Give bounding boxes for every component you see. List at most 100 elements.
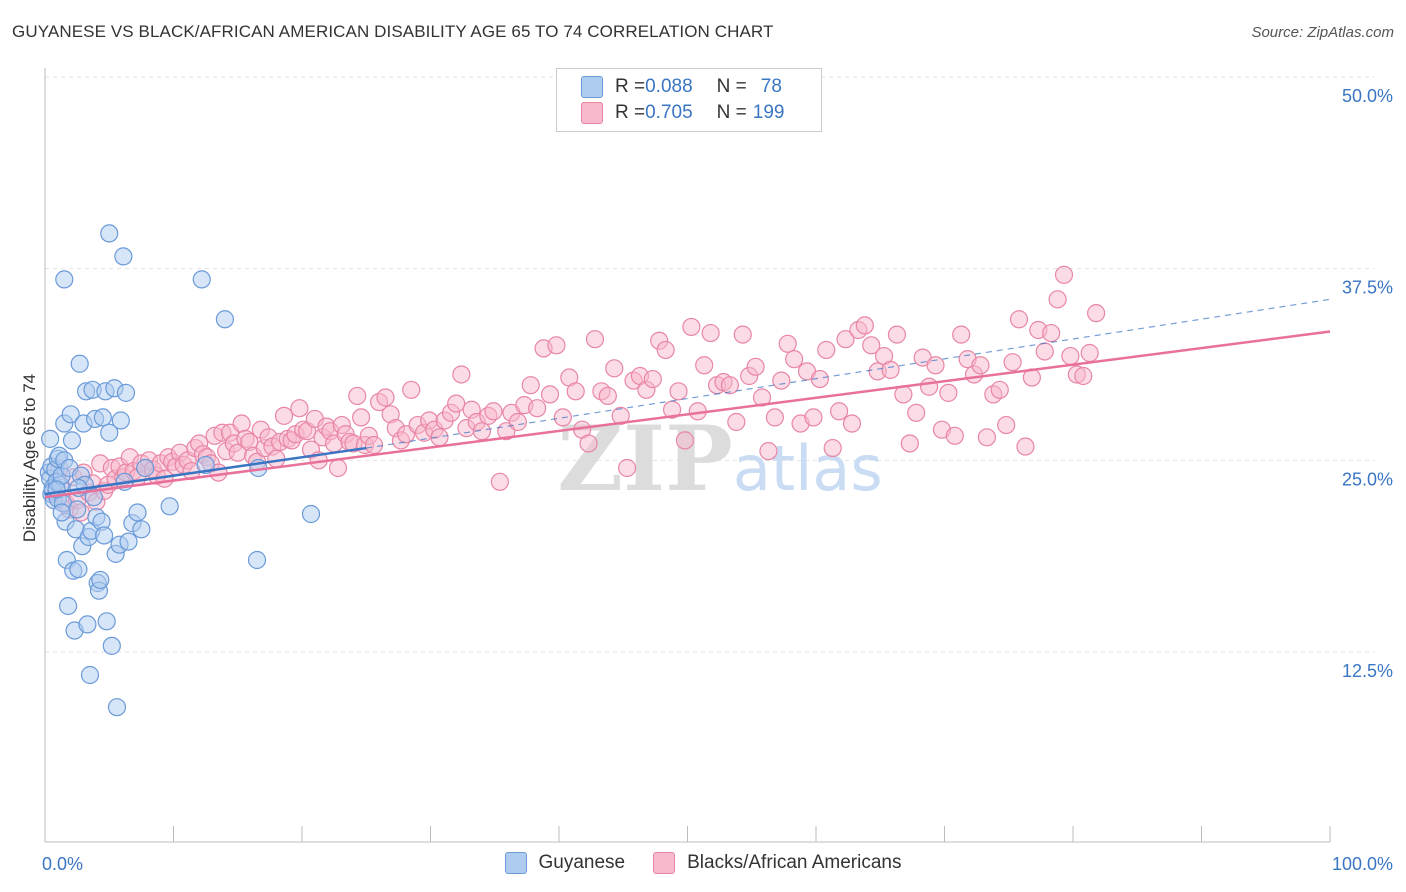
point-black-african-american <box>1016 437 1035 456</box>
point-black-african-american <box>919 377 939 396</box>
point-guyanese <box>55 270 74 289</box>
chart-title: GUYANESE VS BLACK/AFRICAN AMERICAN DISAB… <box>12 22 774 41</box>
point-black-african-american <box>484 402 503 421</box>
point-black-african-american <box>830 402 849 421</box>
x-tick-label: 0.0% <box>42 854 83 874</box>
axes <box>44 68 1331 843</box>
point-guyanese <box>52 503 71 522</box>
legend-n-label: N = <box>716 102 747 123</box>
y-tick-label: 37.5% <box>1342 278 1393 298</box>
x-tick-label: 100.0% <box>1332 854 1393 874</box>
point-black-african-american <box>267 449 286 468</box>
y-tick-label: 25.0% <box>1342 469 1393 489</box>
point-guyanese <box>247 550 267 570</box>
point-guyanese <box>78 615 97 634</box>
point-black-african-american <box>585 330 605 349</box>
point-black-african-american <box>977 428 997 447</box>
point-guyanese <box>97 612 116 631</box>
point-guyanese <box>116 383 136 402</box>
point-black-african-american <box>926 356 945 375</box>
point-black-african-american <box>508 412 527 432</box>
legend-r-label: R = <box>615 76 646 97</box>
point-black-african-american <box>939 383 958 402</box>
y-tick-label: 12.5% <box>1342 661 1393 681</box>
point-guyanese <box>80 665 100 685</box>
point-black-african-american <box>1074 366 1093 386</box>
trend-black-african-american <box>44 330 1331 499</box>
point-guyanese <box>132 520 151 539</box>
point-black-african-american <box>881 360 900 379</box>
point-black-african-american <box>842 414 862 433</box>
series-guyanese-points <box>39 224 321 717</box>
legend-label-guyanese: Guyanese <box>538 852 626 873</box>
legend-item-guyanese[interactable]: Guyanese <box>504 852 626 874</box>
point-black-african-american <box>855 316 874 335</box>
point-black-african-american <box>778 334 797 353</box>
point-guyanese <box>91 570 110 590</box>
series-legend: Guyanese Blacks/African Americans <box>0 852 1406 874</box>
point-black-african-american <box>1080 343 1099 363</box>
point-black-african-american <box>528 399 547 418</box>
point-black-african-american <box>1035 342 1054 361</box>
legend-row-guyanese: R = 0.088 N = 78 <box>581 74 782 100</box>
legend-label-black: Blacks/African Americans <box>687 852 902 873</box>
legend-n-value: 78 <box>760 76 782 97</box>
point-black-african-american <box>945 426 964 445</box>
point-black-african-american <box>1009 310 1029 329</box>
point-guyanese <box>196 455 215 475</box>
point-guyanese <box>136 458 155 478</box>
point-black-african-american <box>643 369 662 389</box>
point-guyanese <box>68 500 87 519</box>
point-black-african-american <box>605 359 624 378</box>
point-black-african-american <box>907 403 926 422</box>
point-guyanese <box>69 560 88 579</box>
point-guyanese <box>70 354 89 373</box>
correlation-legend: R = 0.088 N = 78 R = 0.705 N = 199 <box>556 68 822 132</box>
point-guyanese <box>107 698 127 717</box>
legend-r-value: 0.088 <box>645 76 693 97</box>
point-black-african-american <box>618 458 637 478</box>
point-black-african-american <box>727 412 746 432</box>
point-black-african-american <box>765 408 784 427</box>
point-guyanese <box>62 431 82 450</box>
point-black-african-american <box>720 376 740 395</box>
point-black-african-american <box>990 380 1009 399</box>
point-black-african-american <box>971 356 990 375</box>
tick-labels: 12.5% 25.0% 37.5% 50.0% 0.0% 100.0% <box>42 86 1393 874</box>
point-black-african-american <box>274 406 294 425</box>
point-black-african-american <box>290 399 309 418</box>
point-guyanese <box>160 497 179 516</box>
y-tick-label: 50.0% <box>1342 86 1393 106</box>
point-guyanese <box>100 423 119 442</box>
point-black-african-american <box>566 382 585 401</box>
watermark: ZIPatlas <box>557 406 882 512</box>
point-guyanese <box>59 596 78 616</box>
point-black-african-american <box>1048 290 1067 309</box>
point-guyanese <box>41 429 60 448</box>
point-black-african-american <box>521 376 540 395</box>
point-black-african-american <box>376 388 395 407</box>
legend-swatch-black <box>653 852 676 874</box>
point-guyanese <box>114 247 133 266</box>
point-black-african-american <box>759 442 778 461</box>
point-guyanese <box>119 532 138 551</box>
point-black-african-american <box>669 382 688 401</box>
point-black-african-american <box>900 434 919 453</box>
point-black-african-american <box>656 340 675 360</box>
point-guyanese <box>102 636 121 655</box>
legend-n-value: 199 <box>752 102 785 123</box>
point-black-african-american <box>1003 353 1022 372</box>
point-guyanese <box>192 270 211 289</box>
point-black-african-american <box>452 365 471 384</box>
point-black-african-american <box>1054 265 1074 284</box>
point-black-african-american <box>952 325 971 344</box>
point-black-african-american <box>490 472 509 491</box>
point-guyanese <box>128 503 147 522</box>
point-guyanese <box>95 526 114 545</box>
legend-item-black[interactable]: Blacks/African Americans <box>653 852 901 874</box>
point-black-african-american <box>579 434 598 453</box>
point-black-african-american <box>695 356 714 375</box>
point-black-african-american <box>823 438 842 458</box>
point-black-african-american <box>540 385 560 404</box>
